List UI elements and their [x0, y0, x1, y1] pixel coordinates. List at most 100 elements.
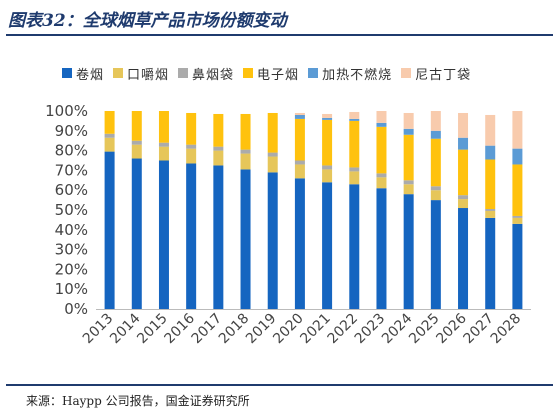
x-tick-label: 2016 [161, 310, 198, 347]
legend-swatch [178, 68, 189, 78]
bar-segment [104, 137, 115, 152]
y-tick-label: 20% [55, 260, 88, 278]
bar-segment [322, 169, 333, 183]
bar-segment [294, 164, 305, 179]
bar-segment [458, 195, 469, 200]
bar-segment [349, 184, 360, 309]
bar-segment [485, 217, 496, 309]
bar-segment [322, 182, 333, 309]
bar-segment [376, 177, 387, 189]
bar-segment [186, 148, 197, 164]
bar-segment [294, 160, 305, 165]
bar-segment [485, 159, 496, 210]
bar-segment [458, 137, 469, 150]
bar-segment [485, 114, 496, 146]
bar-segment [512, 148, 523, 165]
bar-segment [158, 160, 169, 309]
bar-segment [213, 113, 224, 147]
bar-segment [294, 112, 305, 115]
bar-segment [104, 111, 115, 134]
y-tick-label: 30% [55, 241, 88, 259]
x-tick-label: 2017 [189, 311, 226, 348]
x-tick-label: 2020 [270, 311, 307, 348]
bar-segment [430, 190, 441, 201]
bar-segment [430, 200, 441, 309]
y-tick-label: 80% [55, 142, 88, 160]
bar-segment [485, 145, 496, 160]
bar-segment [349, 111, 360, 119]
legend-swatch [401, 68, 412, 78]
x-tick-label: 2019 [243, 311, 280, 348]
x-tick-label: 2014 [107, 310, 144, 347]
bar-segment [131, 158, 142, 309]
bar-segment [349, 167, 360, 172]
x-tick-label: 2024 [379, 310, 416, 347]
bar-segment [240, 149, 251, 154]
bar-segment [322, 113, 333, 118]
bar-segment [104, 151, 115, 309]
x-tick-label: 2022 [325, 311, 362, 348]
legend-label: 口嚼烟 [127, 67, 170, 83]
bar-segment [458, 149, 469, 196]
bar-segment [458, 208, 469, 309]
bar-segment [131, 140, 142, 145]
bar-segment [376, 173, 387, 178]
y-tick-label: 10% [55, 280, 88, 298]
legend-item: 尼古丁袋 [401, 64, 471, 83]
legend-item: 加热不燃烧 [308, 64, 392, 83]
bar-segment [403, 134, 414, 181]
y-tick-label: 60% [55, 181, 88, 199]
bar-segment [267, 156, 278, 173]
bar-segment [458, 199, 469, 209]
bar-segment [376, 111, 387, 123]
y-tick-label: 90% [55, 122, 88, 140]
bar-segment [349, 120, 360, 168]
y-tick-label: 0% [64, 300, 88, 318]
bar-segment [376, 126, 387, 174]
y-tick-label: 100% [45, 102, 88, 120]
bar-segment [512, 217, 523, 224]
x-tick-label: 2023 [352, 311, 389, 348]
bar-segment [322, 117, 333, 120]
legend-swatch [113, 68, 124, 78]
legend-label: 电子烟 [257, 67, 300, 83]
bar-segment [213, 150, 224, 166]
bar-segment [458, 112, 469, 138]
bar-segment [158, 146, 169, 161]
bar-segment [267, 172, 278, 309]
bar-segment [322, 119, 333, 166]
bar-segment [512, 111, 523, 149]
bar-segment [240, 169, 251, 309]
bar-segment [267, 152, 278, 157]
x-tick-label: 2021 [297, 311, 334, 348]
bar-segment [186, 144, 197, 149]
bar-segment [430, 130, 441, 139]
bar-segment [403, 180, 414, 185]
bar-segment [485, 210, 496, 218]
x-tick-label: 2025 [406, 311, 443, 348]
legend-label: 加热不燃烧 [322, 67, 393, 83]
bar-segment [213, 146, 224, 151]
x-tick-label: 2026 [433, 310, 470, 347]
bar-segment [294, 114, 305, 119]
page-title: 图表32：全球烟草产品市场份额变动 [8, 11, 287, 31]
bar-segment [131, 111, 142, 141]
bar-segment [430, 138, 441, 187]
legend-item: 卷烟 [62, 64, 104, 83]
bar-segment [403, 184, 414, 195]
bar-segment [131, 144, 142, 159]
bar-segment [322, 165, 333, 170]
bar-segment [240, 153, 251, 170]
bar-segment [104, 133, 115, 138]
x-tick-label: 2015 [134, 311, 171, 348]
bar-segment [485, 209, 496, 211]
bar-segment [376, 188, 387, 309]
legend-item: 口嚼烟 [113, 64, 169, 83]
legend-label: 鼻烟袋 [192, 67, 235, 83]
bar-segment [158, 142, 169, 147]
bar-segment [403, 128, 414, 135]
bar-segment [186, 163, 197, 309]
bar-segment [403, 112, 414, 129]
bar-segment [240, 113, 251, 150]
